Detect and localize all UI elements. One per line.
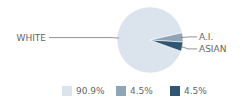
pie-slice [150, 40, 183, 51]
slice-label: A.I. [199, 32, 213, 42]
leader-line [180, 46, 197, 49]
legend-swatch [116, 86, 126, 96]
leader-line [49, 37, 119, 38]
leader-line [181, 36, 197, 38]
legend-swatch [62, 86, 72, 96]
slice-label: WHITE [16, 33, 46, 43]
legend-label: 90.9% [76, 86, 105, 96]
pie-slice [117, 7, 182, 73]
pie: WHITE A.I. ASIAN [16, 7, 226, 73]
chart: WHITE A.I. ASIAN 90.9% 4.5% 4.5% [0, 0, 240, 100]
legend-label: 4.5% [130, 86, 153, 96]
legend: 90.9% 4.5% 4.5% [62, 86, 207, 96]
slice-label: ASIAN [199, 44, 226, 54]
legend-swatch [170, 86, 180, 96]
legend-label: 4.5% [184, 86, 207, 96]
